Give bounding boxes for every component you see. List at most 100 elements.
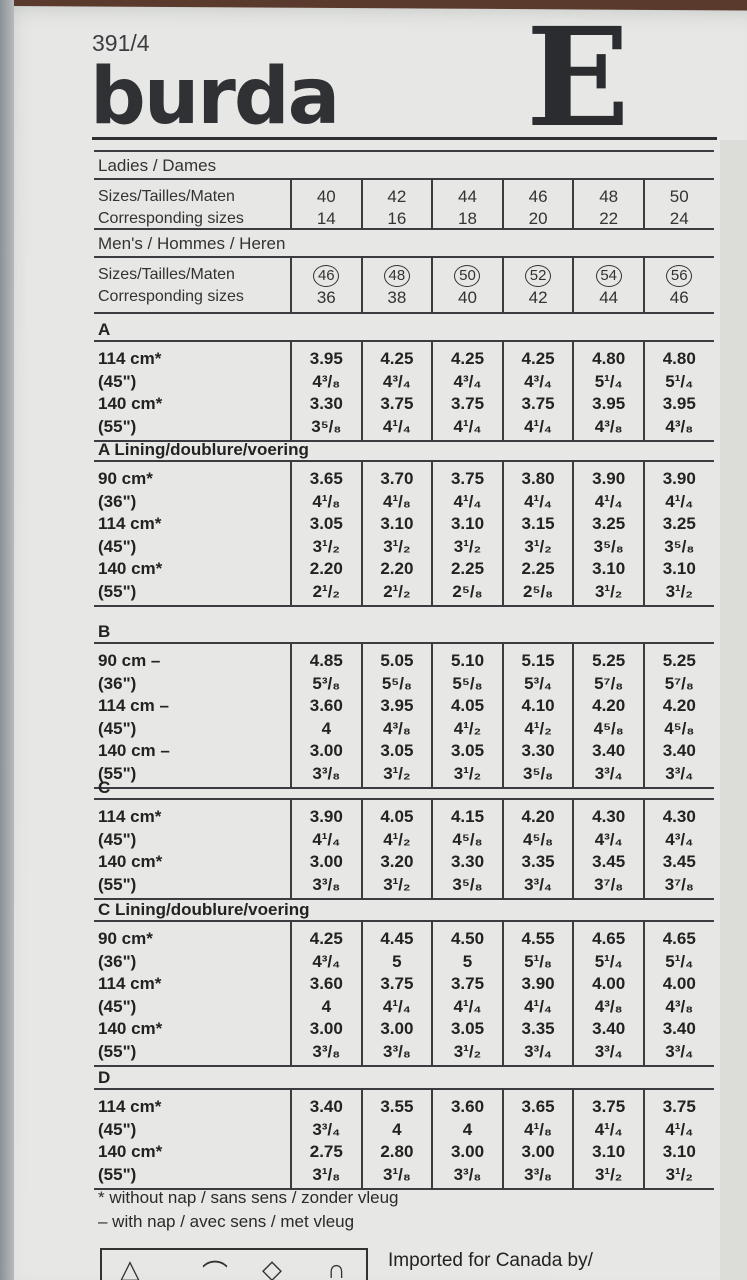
- yardage-value: 4¹/₄: [312, 829, 341, 849]
- yardage-value: 4.80: [662, 349, 696, 368]
- yardage-grid: 90 cm* (36") 114 cm* (45") 140 cm* (55") 3.65 4…: [94, 460, 714, 607]
- yardage-value: 3.00: [309, 1019, 343, 1038]
- row-label: Sizes/Tailles/Maten: [98, 266, 235, 283]
- yardage-value: 3⁵/₈: [593, 536, 624, 556]
- fabric-width: (55"): [98, 1164, 137, 1184]
- size-column: 3.65 4¹/₈ 3.00 3³/₈: [501, 1090, 573, 1188]
- yardage-value: 3.75: [450, 469, 485, 488]
- yardage-value: 4: [321, 718, 332, 738]
- yardage-value: 3.30: [450, 852, 485, 871]
- yardage-value: 2⁵/₈: [452, 581, 483, 601]
- yardage-value: 4³/₈: [594, 996, 623, 1016]
- yardage-value: 4³/₄: [312, 951, 341, 971]
- yardage-value: 3.05: [380, 741, 414, 760]
- yardage-value: 3³/₄: [312, 1119, 341, 1139]
- section-title: D: [98, 1068, 111, 1087]
- fabric-width-labels: 90 cm – (36") 114 cm – (45") 140 cm – (55"): [94, 644, 290, 787]
- size-column: 44 18: [431, 180, 502, 228]
- corresponding-size: 16: [387, 209, 407, 228]
- fabric-width: 140 cm*: [98, 559, 163, 578]
- yardage-value: 3.00: [521, 1142, 555, 1161]
- yardage-value: 3.40: [662, 741, 696, 760]
- yardage-value: 4⁵/₈: [664, 718, 695, 738]
- yardage-value: 3³/₈: [312, 1041, 341, 1061]
- size-column: 3.90 4¹/₄ 3.25 3⁵/₈ 3.10 3¹/₂: [572, 462, 643, 605]
- yardage-value: 3.40: [309, 1097, 343, 1116]
- section-title: A: [98, 320, 111, 339]
- yardage-value: 4: [321, 996, 332, 1016]
- bleach-icon: ◇: [262, 1254, 282, 1280]
- fabric-width: (55"): [98, 1041, 137, 1061]
- yardage-value: 3¹/₈: [382, 1164, 411, 1184]
- fabric-width: (45"): [98, 718, 137, 738]
- section-title: C: [98, 778, 111, 797]
- footnote-without-nap: * without nap / sans sens / zonder vleug: [98, 1188, 399, 1207]
- size-column: 4.80 5¹/₄ 3.95 4³/₈: [572, 342, 643, 440]
- yardage-value: 4³/₄: [453, 371, 482, 391]
- yardage-value: 4.05: [380, 807, 414, 826]
- yardage-value: 3.60: [450, 1097, 485, 1116]
- yardage-value: 3.70: [380, 469, 414, 488]
- yardage-value: 3³/₄: [524, 1041, 553, 1061]
- size-column: 3.75 4¹/₄ 3.10 3¹/₂: [572, 1090, 643, 1188]
- yardage-value: 4³/₄: [594, 829, 623, 849]
- yardage-value: 3.45: [662, 852, 696, 871]
- size-column: 3.40 3³/₄ 2.75 3¹/₈: [290, 1090, 361, 1188]
- row-label: Corresponding sizes: [98, 288, 244, 305]
- ladies-size-grid: Sizes/Tailles/Maten Corresponding sizes …: [94, 178, 714, 230]
- yardage-value: 4¹/₄: [665, 1119, 694, 1139]
- fabric-width: 114 cm*: [98, 514, 162, 533]
- yardage-value: 3¹/₂: [312, 536, 340, 556]
- yardage-value: 3.05: [450, 1019, 485, 1038]
- size-column: 4.45 5 3.75 4¹/₄ 3.00 3³/₈: [360, 922, 432, 1065]
- size-column: 4.85 5³/₈ 3.60 4 3.00 3³/₈: [290, 644, 361, 787]
- yardage-value: 3.05: [450, 741, 485, 760]
- fabric-width: (45"): [98, 1119, 137, 1139]
- wash-icon: △: [120, 1254, 140, 1280]
- yardage-value: 3⁷/₈: [594, 874, 624, 894]
- yardage-value: 4³/₈: [665, 996, 694, 1016]
- fabric-width: 140 cm –: [98, 741, 170, 760]
- yardage-value: 3.00: [309, 741, 343, 760]
- fabric-width: 140 cm*: [98, 1019, 163, 1038]
- yardage-value: 5⁷/₈: [664, 673, 694, 693]
- yardage-value: 3.90: [592, 469, 626, 488]
- yardage-value: 3.35: [521, 1019, 555, 1038]
- yardage-value: 5: [462, 951, 473, 971]
- size-value: 52: [525, 265, 552, 287]
- yardage-value: 5.10: [450, 651, 485, 670]
- row-label: Corresponding sizes: [98, 210, 244, 227]
- yardage-value: 5¹/₄: [594, 951, 623, 971]
- fabric-width: 90 cm*: [98, 469, 153, 488]
- corresponding-size: 22: [599, 209, 619, 228]
- size-column: 4.80 5¹/₄ 3.95 4³/₈: [642, 342, 714, 440]
- yardage-value: 3⁵/₈: [523, 763, 554, 783]
- yardage-value: 5⁵/₈: [452, 673, 483, 693]
- yardage-value: 4.25: [380, 349, 414, 368]
- yardage-value: 3¹/₂: [594, 1164, 623, 1184]
- yardage-grid: 114 cm* (45") 140 cm* (55") 3.40 3³/₄ 2.75 3¹/₈…: [94, 1088, 714, 1190]
- yardage-value: 4.00: [592, 974, 626, 993]
- yardage-value: 4.20: [521, 807, 555, 826]
- yardage-value: 3.15: [521, 514, 555, 533]
- size-column: 3.55 4 2.80 3¹/₈: [360, 1090, 432, 1188]
- yardage-value: 4¹/₄: [453, 996, 482, 1016]
- size-value: 44: [458, 187, 477, 206]
- fabric-width: (55"): [98, 581, 137, 601]
- yardage-value: 3³/₄: [524, 874, 553, 894]
- yardage-value: 4¹/₄: [453, 416, 482, 436]
- yardage-value: 3¹/₈: [312, 1164, 341, 1184]
- size-column: 46 20: [501, 180, 573, 228]
- yardage-value: 3.55: [380, 1097, 414, 1116]
- footnote-with-nap: – with nap / avec sens / met vleug: [98, 1212, 355, 1231]
- fabric-width: (55"): [98, 874, 137, 894]
- yardage-value: 3⁵/₈: [664, 536, 695, 556]
- yardage-value: 3.95: [592, 394, 626, 413]
- yardage-value: 2.25: [450, 559, 485, 578]
- size-value: 40: [316, 187, 336, 206]
- yardage-value: 5¹/₄: [665, 371, 694, 391]
- corresponding-size: 18: [458, 209, 477, 228]
- fabric-width-labels: 90 cm* (36") 114 cm* (45") 140 cm* (55"): [94, 462, 290, 605]
- size-column: 3.75 4¹/₄ 3.10 3¹/₂ 2.25 2⁵/₈: [431, 462, 502, 605]
- yardage-value: 3.95: [309, 349, 343, 368]
